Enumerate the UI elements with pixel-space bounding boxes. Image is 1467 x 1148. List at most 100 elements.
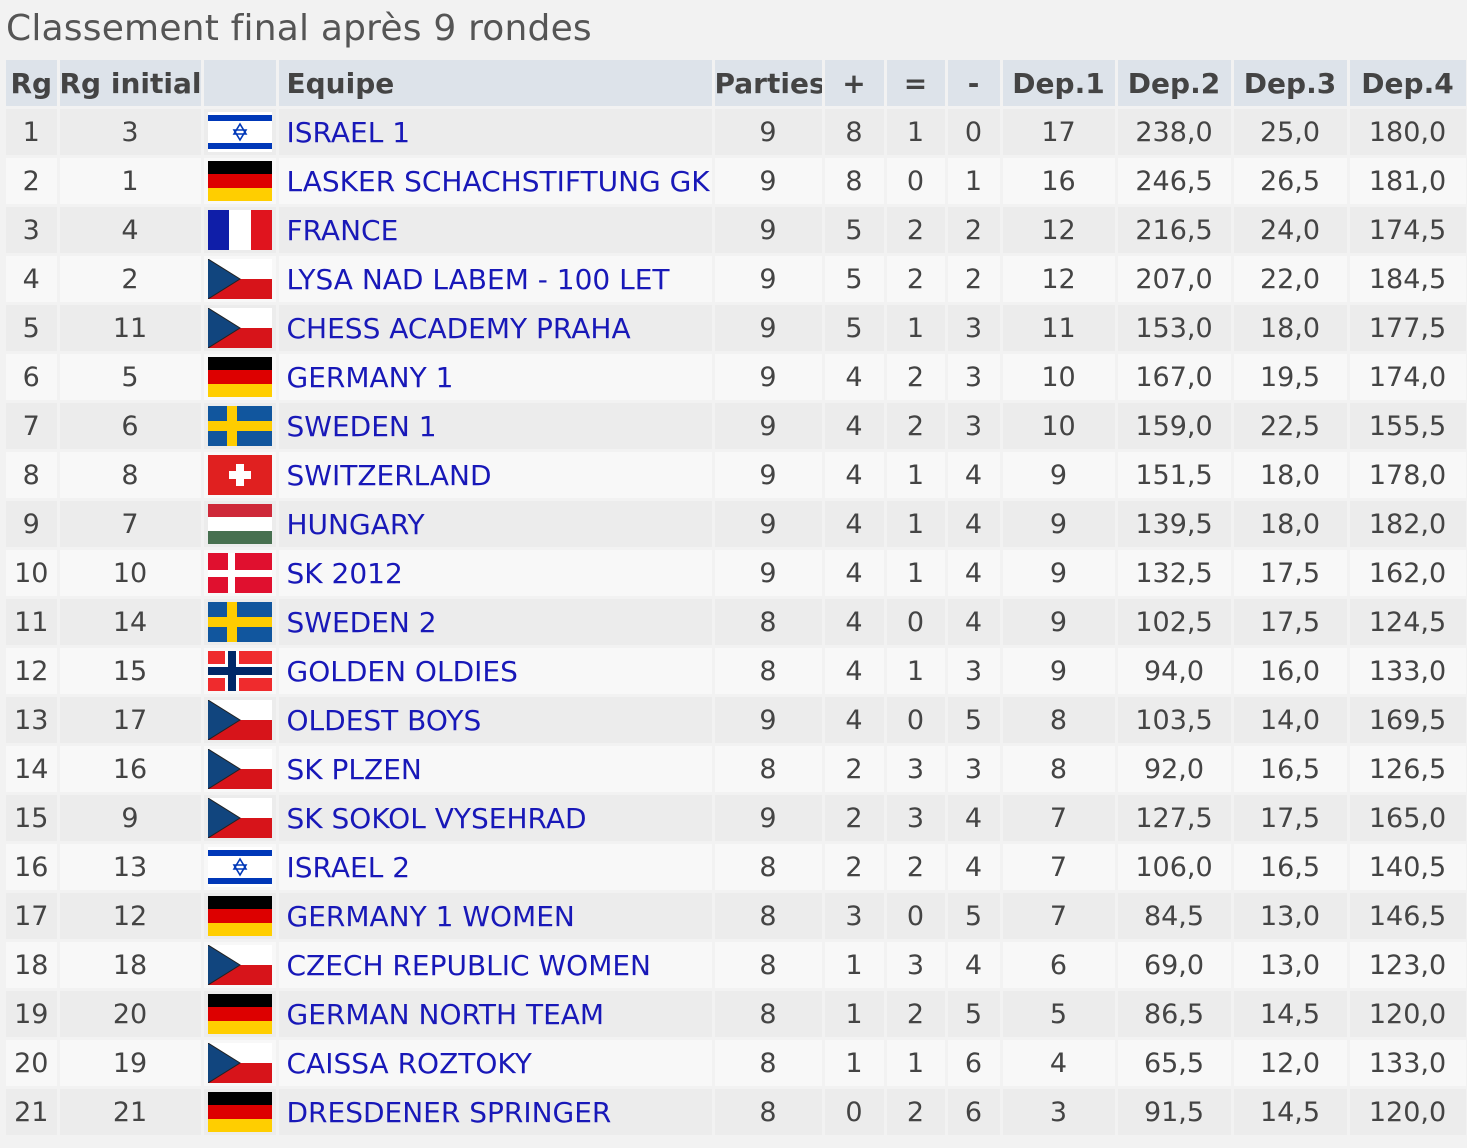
team-cell: SK SOKOL VYSEHRAD [277, 793, 715, 844]
games-cell: 9 [713, 107, 825, 158]
losses-cell: 4 [946, 597, 1003, 648]
wins-cell: 0 [823, 1087, 887, 1138]
team-link[interactable]: SK 2012 [286, 556, 403, 590]
draws-cell: 1 [885, 1038, 948, 1089]
team-link[interactable]: CZECH REPUBLIC WOMEN [286, 948, 652, 982]
draws-cell: 0 [885, 597, 948, 648]
tb4-cell: 126,5 [1348, 744, 1467, 795]
flag-cell [202, 107, 279, 158]
losses-cell: 4 [946, 793, 1003, 844]
tb4-cell: 177,5 [1348, 303, 1467, 354]
team-link[interactable]: SK PLZEN [286, 752, 422, 786]
initial-rank-cell: 16 [58, 744, 204, 795]
tb3-cell: 13,0 [1232, 940, 1350, 991]
tb3-cell: 17,5 [1232, 793, 1350, 844]
games-cell: 9 [713, 499, 825, 550]
games-cell: 8 [713, 744, 825, 795]
column-header-tb4[interactable]: Dep.4 [1348, 60, 1467, 109]
team-link[interactable]: SWEDEN 1 [286, 409, 437, 443]
tb3-cell: 22,5 [1232, 401, 1350, 452]
tb1-cell: 6 [1001, 940, 1118, 991]
initial-rank-cell: 8 [58, 450, 204, 501]
team-link[interactable]: CHESS ACADEMY PRAHA [286, 311, 631, 345]
team-link[interactable]: GERMANY 1 [286, 360, 454, 394]
initial-rank-cell: 2 [58, 254, 204, 305]
column-header-flag [202, 60, 279, 109]
flag-cell [202, 254, 279, 305]
czech-flag-icon [207, 1043, 272, 1083]
team-link[interactable]: GOLDEN OLDIES [286, 654, 518, 688]
column-header-tb2[interactable]: Dep.2 [1116, 60, 1234, 109]
losses-cell: 2 [946, 254, 1003, 305]
column-header-rank[interactable]: Rg [6, 60, 60, 109]
rank-cell: 5 [6, 303, 60, 354]
team-link[interactable]: ISRAEL 2 [286, 850, 411, 884]
draws-cell: 2 [885, 842, 948, 893]
table-row: 14 16 SK PLZEN 8 2 3 3 8 92,0 16,5 126,5 [6, 744, 1467, 795]
tb3-cell: 16,5 [1232, 842, 1350, 893]
rank-cell: 12 [6, 646, 60, 697]
rank-cell: 10 [6, 548, 60, 599]
column-header-wins[interactable]: + [823, 60, 887, 109]
tb3-cell: 14,5 [1232, 989, 1350, 1040]
team-link[interactable]: GERMANY 1 WOMEN [286, 899, 575, 933]
tb2-cell: 86,5 [1116, 989, 1234, 1040]
denmark-flag-icon [207, 553, 272, 593]
team-link[interactable]: OLDEST BOYS [286, 703, 482, 737]
initial-rank-cell: 18 [58, 940, 204, 991]
tb2-cell: 132,5 [1116, 548, 1234, 599]
initial-rank-cell: 17 [58, 695, 204, 746]
column-header-games[interactable]: Parties [713, 60, 825, 109]
tb4-cell: 184,5 [1348, 254, 1467, 305]
team-link[interactable]: LASKER SCHACHSTIFTUNG GK [286, 164, 710, 198]
team-link[interactable]: CAISSA ROZTOKY [286, 1046, 532, 1080]
games-cell: 8 [713, 842, 825, 893]
wins-cell: 3 [823, 891, 887, 942]
team-link[interactable]: LYSA NAD LABEM - 100 LET [286, 262, 670, 296]
flag-cell [202, 352, 279, 403]
team-link[interactable]: FRANCE [286, 213, 399, 247]
team-link[interactable]: GERMAN NORTH TEAM [286, 997, 605, 1031]
team-link[interactable]: ISRAEL 1 [286, 115, 411, 149]
team-link[interactable]: SWEDEN 2 [286, 605, 437, 639]
tb2-cell: 102,5 [1116, 597, 1234, 648]
tb2-cell: 151,5 [1116, 450, 1234, 501]
tb3-cell: 12,0 [1232, 1038, 1350, 1089]
column-header-tb1[interactable]: Dep.1 [1001, 60, 1118, 109]
team-link[interactable]: DRESDENER SPRINGER [286, 1095, 612, 1129]
flag-cell [202, 940, 279, 991]
tb2-cell: 92,0 [1116, 744, 1234, 795]
draws-cell: 2 [885, 205, 948, 256]
team-link[interactable]: SWITZERLAND [286, 458, 492, 492]
wins-cell: 5 [823, 254, 887, 305]
games-cell: 9 [713, 254, 825, 305]
flag-cell [202, 499, 279, 550]
initial-rank-cell: 5 [58, 352, 204, 403]
games-cell: 8 [713, 1087, 825, 1138]
tb3-cell: 14,5 [1232, 1087, 1350, 1138]
column-header-team[interactable]: Equipe [277, 60, 715, 109]
losses-cell: 4 [946, 940, 1003, 991]
wins-cell: 4 [823, 450, 887, 501]
sweden-flag-icon [207, 602, 272, 642]
games-cell: 9 [713, 205, 825, 256]
team-cell: HUNGARY [277, 499, 715, 550]
column-header-initial-rank[interactable]: Rg initial [58, 60, 204, 109]
team-cell: OLDEST BOYS [277, 695, 715, 746]
losses-cell: 2 [946, 205, 1003, 256]
column-header-tb3[interactable]: Dep.3 [1232, 60, 1350, 109]
wins-cell: 5 [823, 205, 887, 256]
rank-cell: 21 [6, 1087, 60, 1138]
wins-cell: 4 [823, 597, 887, 648]
column-header-losses[interactable]: - [946, 60, 1003, 109]
column-header-draws[interactable]: = [885, 60, 948, 109]
initial-rank-cell: 11 [58, 303, 204, 354]
team-link[interactable]: SK SOKOL VYSEHRAD [286, 801, 587, 835]
tb4-cell: 155,5 [1348, 401, 1467, 452]
initial-rank-cell: 9 [58, 793, 204, 844]
tb4-cell: 120,0 [1348, 989, 1467, 1040]
germany-flag-icon [207, 896, 272, 936]
team-link[interactable]: HUNGARY [286, 507, 425, 541]
games-cell: 9 [713, 156, 825, 207]
rank-cell: 1 [6, 107, 60, 158]
